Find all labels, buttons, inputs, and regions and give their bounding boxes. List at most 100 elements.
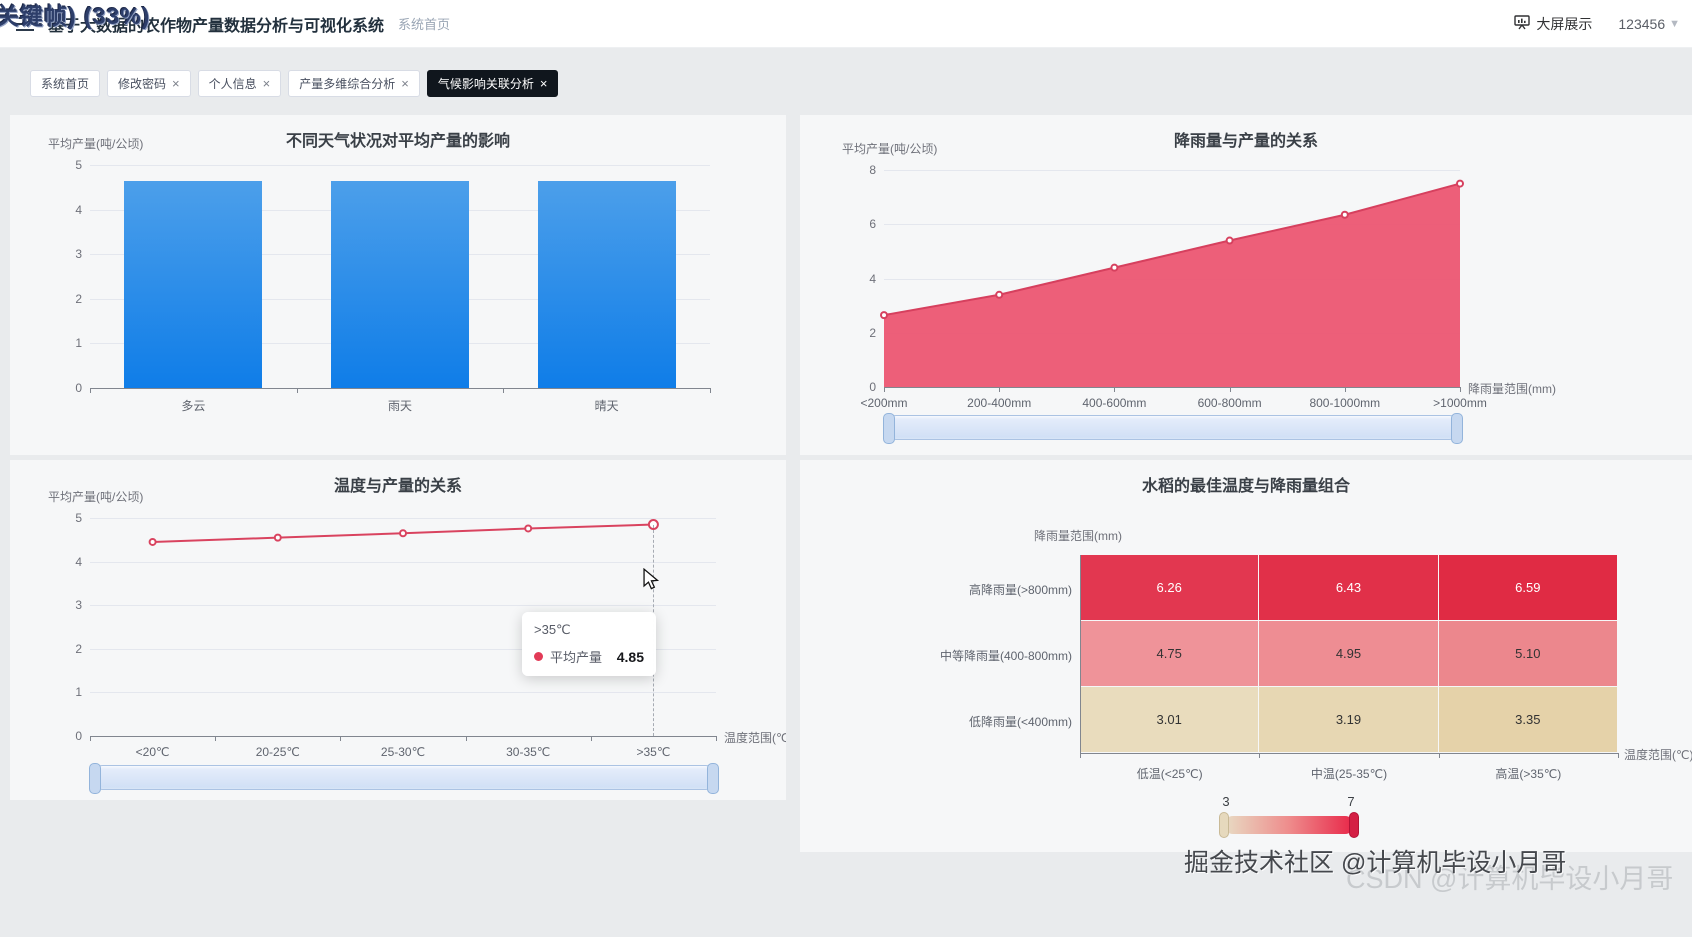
data-point[interactable] xyxy=(148,537,157,546)
y-tick-label: 3 xyxy=(75,247,82,262)
tooltip-series-row: 平均产量 4.85 xyxy=(534,647,644,666)
x-axis-tick xyxy=(1080,753,1081,758)
datazoom-slider[interactable] xyxy=(883,413,1463,444)
gridline xyxy=(90,605,716,607)
user-dropdown[interactable]: 123456 ▼ xyxy=(1618,16,1680,32)
close-tab-icon[interactable]: × xyxy=(539,76,548,91)
y-tick-label: 4 xyxy=(869,271,876,286)
close-tab-icon[interactable]: × xyxy=(172,76,180,91)
x-axis-tick xyxy=(340,736,342,741)
visualmap-bar[interactable] xyxy=(1224,816,1354,834)
y-axis-name: 平均产量(吨/公顷) xyxy=(48,490,144,504)
x-axis-tick xyxy=(1460,387,1461,392)
mouse-cursor-icon xyxy=(643,568,660,590)
data-point[interactable] xyxy=(273,533,282,542)
tooltip-category: >35℃ xyxy=(534,622,571,637)
x-axis-tick xyxy=(1259,753,1261,758)
heatmap-cell[interactable]: 4.75 xyxy=(1080,621,1259,686)
visualmap-min-handle[interactable] xyxy=(1219,812,1229,838)
data-point[interactable] xyxy=(1456,179,1464,188)
heatmap-cell[interactable]: 5.10 xyxy=(1438,621,1617,686)
data-point[interactable] xyxy=(1340,210,1349,219)
weather-bar-chart: 0 1 2 3 4 5 平均产量(吨/公顷) 多云 雨天 晴天 xyxy=(10,115,786,455)
x-axis-tick xyxy=(465,736,467,741)
visualmap-max-handle[interactable] xyxy=(1349,812,1359,838)
x-axis-name: 温度范围(℃) xyxy=(724,731,786,745)
x-axis-tick xyxy=(215,736,217,741)
line-series xyxy=(148,519,659,546)
presentation-screen-icon xyxy=(1514,14,1531,33)
y-tick-label: 0 xyxy=(869,380,876,394)
y-tick-label: 2 xyxy=(869,325,876,340)
chart-title: 水稻的最佳温度与降雨量组合 xyxy=(1141,478,1350,495)
heatmap-row-label: 中等降雨量(400-800mm) xyxy=(939,649,1072,663)
data-point[interactable] xyxy=(524,524,533,533)
bar[interactable] xyxy=(331,180,469,388)
x-axis-tick xyxy=(1229,387,1231,392)
heatmap-cell[interactable]: 4.95 xyxy=(1259,621,1438,686)
x-category-label: >1000mm xyxy=(1433,396,1487,410)
gridline xyxy=(90,561,716,563)
chevron-down-icon: ▼ xyxy=(1669,17,1680,30)
x-axis-tick xyxy=(1114,387,1116,392)
heatmap-col-label: 中温(25-35℃) xyxy=(1310,767,1388,781)
y-tick-label: 4 xyxy=(75,554,82,569)
x-axis-tick xyxy=(503,388,505,393)
data-point[interactable] xyxy=(995,290,1004,299)
bar[interactable] xyxy=(124,180,263,388)
y-tick-label: 0 xyxy=(75,381,82,395)
x-category-label: 600-800mm xyxy=(1197,396,1262,410)
data-point[interactable] xyxy=(1110,263,1119,272)
tooltip-series-name: 平均产量 xyxy=(550,650,603,665)
breadcrumb[interactable]: 系统首页 xyxy=(398,17,451,32)
watermark-keyframe: 关键帧) (33%) xyxy=(0,3,151,29)
y-tick-label: 6 xyxy=(869,217,876,232)
watermark-csdn: CSDN @计算机毕设小月哥 xyxy=(1346,864,1674,894)
x-category-label: 800-1000mm xyxy=(1309,396,1381,410)
rainfall-area-chart: 0 2 4 6 8 平均产量(吨/公顷) 降雨量范围(mm) <200mm 200-400mm 4… xyxy=(800,115,1692,455)
x-category-label: <20℃ xyxy=(135,745,170,759)
gridline xyxy=(884,170,1460,171)
tab-修改密码[interactable]: 修改密码 × xyxy=(107,70,191,97)
app-header: 基于大数据的农作物产量数据分析与可视化系统 系统首页 大屏展示 123456 ▼ xyxy=(0,0,1692,48)
x-category-label: >35℃ xyxy=(636,745,671,759)
heatmap-cell[interactable]: 3.35 xyxy=(1438,687,1617,752)
gridline xyxy=(90,165,710,166)
y-tick-label: 5 xyxy=(75,158,82,172)
x-category-label: 30-35℃ xyxy=(506,745,551,759)
x-axis-tick xyxy=(90,736,91,741)
close-tab-icon[interactable]: × xyxy=(401,76,409,91)
visualmap-min-label: 3 xyxy=(1222,794,1230,809)
heatmap-cell[interactable]: 3.01 xyxy=(1080,687,1259,752)
big-screen-button[interactable]: 大屏展示 xyxy=(1514,14,1592,34)
heatmap-cell[interactable]: 6.59 xyxy=(1438,555,1617,620)
tab-气候影响关联分析[interactable]: 气候影响关联分析 × xyxy=(426,70,559,97)
heatmap-col-label: 低温(<25℃) xyxy=(1136,767,1203,781)
data-point[interactable] xyxy=(1225,236,1234,245)
hamburger-menu-icon[interactable] xyxy=(12,11,38,37)
tab-系统首页[interactable]: 系统首页 xyxy=(30,70,101,97)
tab-bar: 系统首页 修改密码 × 个人信息 × 产量多维综合分析 × 气候影响关联分析 × xyxy=(30,70,559,97)
heatmap-cell[interactable]: 6.26 xyxy=(1080,555,1259,620)
tab-个人信息[interactable]: 个人信息 × xyxy=(197,70,282,97)
close-tab-icon[interactable]: × xyxy=(262,76,271,91)
x-axis-tick xyxy=(884,387,885,392)
panel-weather-yield: 不同天气状况对平均产量的影响 0 1 2 3 4 5 平均产量(吨/公顷) 多云 雨天 晴天 xyxy=(10,115,786,455)
data-point[interactable] xyxy=(880,311,888,320)
x-axis-name: 温度范围(℃) xyxy=(1624,748,1692,762)
heatmap-cell[interactable]: 6.43 xyxy=(1259,555,1438,620)
x-category-label: 20-25℃ xyxy=(255,745,300,759)
datazoom-slider[interactable] xyxy=(89,763,719,794)
x-axis-line xyxy=(90,736,716,737)
tab-产量多维综合分析[interactable]: 产量多维综合分析 × xyxy=(288,70,420,97)
username: 123456 xyxy=(1618,15,1666,32)
heatmap-cell[interactable]: 3.19 xyxy=(1259,687,1438,752)
x-axis-tick xyxy=(1344,387,1346,392)
bar[interactable] xyxy=(537,180,676,388)
x-category-label: 25-30℃ xyxy=(380,745,426,759)
x-category-label: <200mm xyxy=(860,396,908,410)
x-axis-tick xyxy=(296,388,298,393)
chart-title: 不同天气状况对平均产量的影响 xyxy=(285,133,510,150)
y-axis-name: 降雨量范围(mm) xyxy=(1034,529,1122,543)
data-point[interactable] xyxy=(399,529,407,538)
